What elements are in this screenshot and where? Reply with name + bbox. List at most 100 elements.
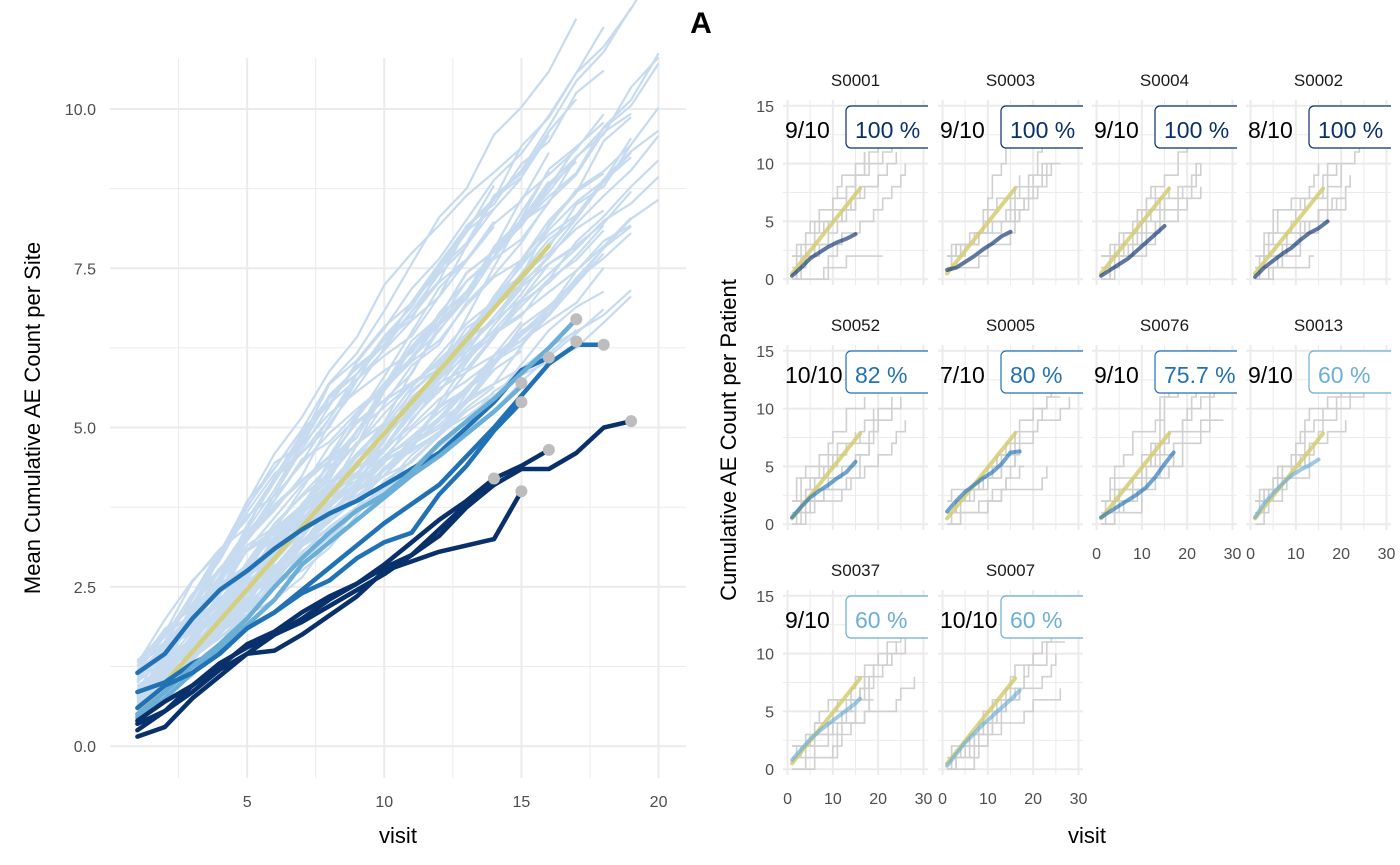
flagged-site-line: [135, 489, 524, 739]
facet-pct-box: [1308, 105, 1391, 149]
background-site-line: [136, 245, 577, 700]
facet-x-tick-label: 0: [938, 791, 947, 808]
facet-x-tick-label: 30: [915, 791, 933, 808]
facet-y-tick-label: 5: [765, 214, 774, 231]
facet-pct-label: 100 %: [855, 117, 920, 143]
facet-pct-label: 100 %: [1164, 117, 1229, 143]
patient-line: [792, 618, 911, 759]
facet-x-tick-label: 20: [1024, 791, 1042, 808]
facet-ratio-label: 9/10: [785, 117, 830, 143]
site-end-dot: [625, 415, 638, 428]
facet-y-tick-label: 15: [756, 344, 774, 361]
facet-y-tick-label: 10: [756, 402, 774, 419]
facet-y-tick-label: 5: [765, 459, 774, 476]
site-end-dot: [515, 376, 528, 389]
patient-line: [1255, 420, 1347, 502]
patient-line: [792, 397, 902, 514]
facet-site-label: S0007: [986, 561, 1035, 580]
facet-pct-label: 60 %: [855, 607, 907, 633]
facet-x-tick-label: 10: [979, 791, 997, 808]
facet-x-tick-label: 10: [1287, 546, 1305, 563]
facet-pct-label: 82 %: [855, 362, 907, 388]
facet-site-label: S0052: [831, 316, 880, 335]
facet-site-mean-line: [1099, 224, 1167, 278]
x-tick-label: 5: [243, 794, 252, 811]
facet-x-tick-label: 20: [869, 791, 887, 808]
facet-site-mean-line: [1253, 219, 1330, 279]
facet-pct-label: 60 %: [1010, 607, 1062, 633]
facet-site-mean-line: [1099, 450, 1176, 520]
facet-x-tick-label: 10: [1133, 546, 1151, 563]
facet-panel-s0001: S0001 0 5 10 15 9/10 100 %: [756, 71, 928, 289]
facet-x-tick-label: 0: [1092, 546, 1101, 563]
facet-panel-s0007: S0007 0 10 20 30 10/10 60 %: [938, 561, 1087, 808]
y-tick-label: 10.0: [65, 102, 96, 119]
patient-line: [792, 397, 893, 502]
facet-pct-label: 100 %: [1010, 117, 1075, 143]
facet-x-axis-title: visit: [1068, 823, 1106, 848]
facet-expected-line: [1099, 431, 1172, 521]
facet-site-mean-line: [945, 449, 1022, 514]
background-site-line: [136, 216, 578, 664]
y-tick-label: 2.5: [74, 580, 96, 597]
flagged-site-line: [135, 399, 524, 711]
patient-facet-chart: S0001 0 5 10 15 9/10 100 % S0003 9/10 100 % S0004 9…: [716, 71, 1395, 848]
facet-ratio-label: 10/10: [940, 607, 998, 633]
site-end-dot: [570, 313, 583, 326]
facet-expected-line: [1253, 186, 1326, 276]
background-site-line: [136, 146, 523, 665]
facet-labels: 9/10 100 %: [785, 105, 928, 149]
facet-panel-s0005: S0005 7/10 80 %: [938, 316, 1083, 530]
facet-pct-box: [1000, 350, 1083, 394]
facet-pct-box: [1154, 105, 1237, 149]
background-site-line: [136, 225, 495, 662]
background-site-line: [136, 267, 605, 674]
facet-panel-s0004: S0004 9/10 100 %: [1092, 71, 1237, 285]
patient-line: [947, 385, 1053, 514]
facet-site-mean-line: [945, 688, 1022, 768]
x-tick-label: 15: [513, 794, 531, 811]
patient-line: [792, 163, 907, 280]
facet-panel-s0013: S0013 0 10 20 30 9/10 60 %: [1246, 316, 1395, 563]
patient-line: [792, 443, 870, 525]
facet-site-label: S0037: [831, 561, 880, 580]
site-mean-chart: 5 10 15 20 0.0 2.5 5.0 7.5 10.0 visit Mean Cumulat…: [20, 0, 686, 848]
facet-x-tick-label: 20: [1178, 546, 1196, 563]
facet-x-tick-label: 0: [1246, 546, 1255, 563]
x-tick-label: 20: [650, 794, 668, 811]
facet-labels: 9/10 100 %: [940, 105, 1083, 149]
patient-line: [1101, 140, 1188, 280]
facet-panel-s0037: S0037 0 5 10 15 0 10 20 30 9/10 60 %: [756, 561, 933, 808]
flagged-site-line: [135, 418, 634, 727]
facet-y-tick-label: 0: [765, 762, 774, 779]
patient-line: [1101, 385, 1211, 525]
facet-site-label: S0002: [1294, 71, 1343, 90]
facet-labels: 10/10 60 %: [940, 595, 1083, 639]
background-site-line: [136, 112, 632, 667]
facet-labels: 9/10 60 %: [1248, 350, 1391, 394]
figure-title: A: [690, 7, 712, 40]
facet-pct-box: [845, 350, 928, 394]
facet-pct-box: [1000, 595, 1083, 639]
facet-pct-box: [1308, 350, 1391, 394]
facet-expected-line: [945, 186, 1018, 276]
expected-line: [135, 243, 552, 717]
x-axis-title: visit: [379, 823, 417, 848]
facet-ratio-label: 7/10: [940, 362, 985, 388]
facet-x-tick-label: 10: [824, 791, 842, 808]
facet-ratio-label: 9/10: [940, 117, 985, 143]
patient-line: [1255, 198, 1347, 280]
facet-site-label: S0013: [1294, 316, 1343, 335]
facet-x-tick-label: 20: [1332, 546, 1350, 563]
facet-pct-label: 100 %: [1318, 117, 1383, 143]
facet-site-label: S0076: [1140, 316, 1189, 335]
facet-panel-s0002: S0002 8/10 100 %: [1246, 71, 1391, 285]
patient-line: [947, 162, 1061, 257]
facet-pct-box: [845, 105, 928, 149]
facet-labels: 9/10 100 %: [1094, 105, 1237, 149]
facet-y-tick-label: 0: [765, 272, 774, 289]
facet-ratio-label: 10/10: [785, 362, 843, 388]
facet-panel-s0076: S0076 0 10 20 30 9/10 75.7 %: [1092, 316, 1241, 563]
flagged-site-line: [135, 355, 552, 676]
facet-ratio-label: 8/10: [1248, 117, 1293, 143]
